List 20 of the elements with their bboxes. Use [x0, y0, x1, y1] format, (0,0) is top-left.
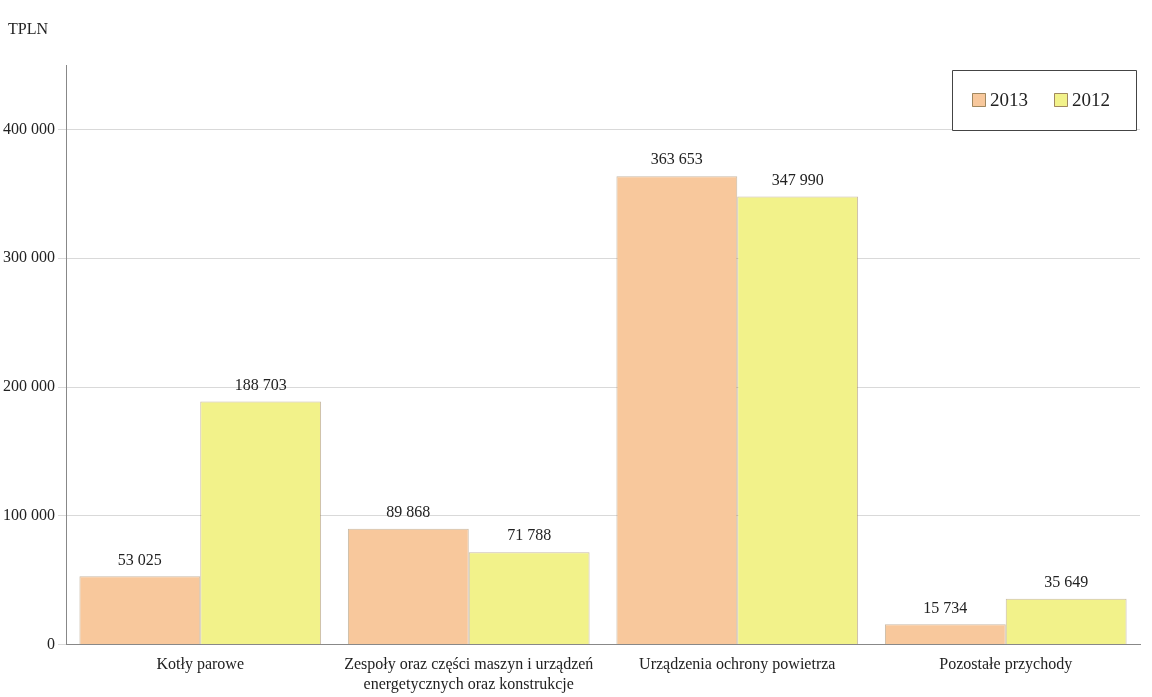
y-tick-label: 100 000: [3, 506, 55, 523]
y-tick-label: 200 000: [3, 377, 55, 395]
data-label: 89 868: [386, 503, 431, 521]
x-tick-label: Pozostałe przychody: [939, 655, 1073, 674]
x-tick-label: Zespoły oraz części maszyn i urządzeń energetycznych oraz konstrukcje: [344, 655, 594, 693]
data-label: 71 788: [507, 526, 552, 544]
data-label: 53 025: [117, 550, 162, 568]
data-label: 363 653: [650, 150, 703, 168]
data-label: 35 649: [1044, 572, 1089, 590]
data-label: 347 990: [771, 170, 824, 188]
x-tick-label: Urządzenia ochrony powietrza: [639, 655, 836, 674]
legend-label: 2012: [1072, 88, 1110, 110]
legend-label: 2013: [990, 88, 1028, 110]
data-label: 15 734: [923, 598, 968, 616]
y-axis-title: TPLN: [8, 20, 49, 38]
y-tick-label: 0: [47, 634, 55, 652]
x-tick-label: Kotły parowe: [156, 655, 245, 674]
data-label: 188 703: [234, 375, 287, 393]
y-tick-label: 400 000: [3, 119, 55, 137]
y-tick-label: 300 000: [3, 248, 55, 266]
